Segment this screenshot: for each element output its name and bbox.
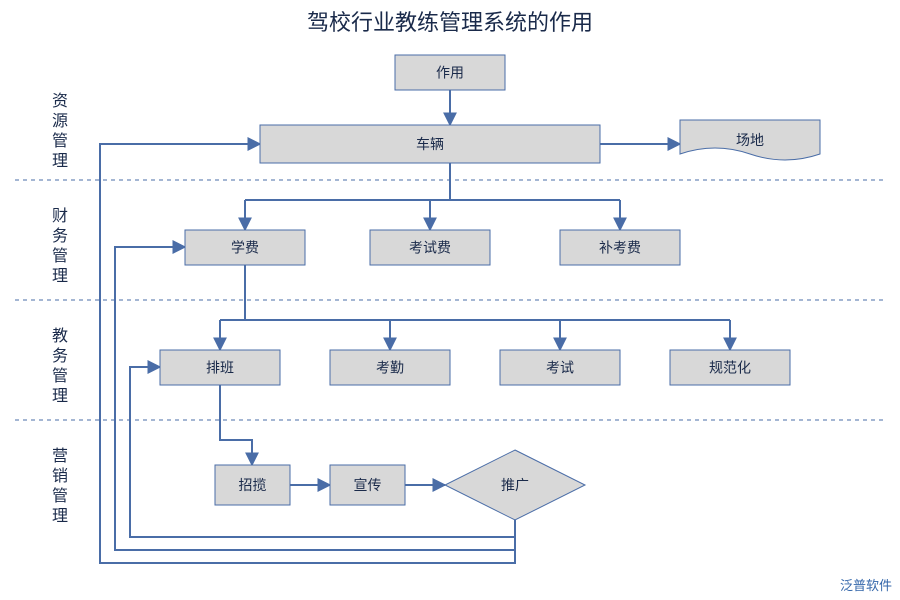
node-label: 场地 — [736, 132, 764, 148]
edge — [115, 247, 515, 550]
section-label: 理 — [52, 508, 68, 525]
section-label: 销 — [52, 467, 68, 485]
watermark-brand: 泛普软件 — [840, 575, 892, 594]
section-label: 管 — [52, 487, 68, 505]
node-label: 车辆 — [416, 136, 444, 152]
node-label: 招揽 — [239, 477, 267, 493]
section-label: 教 — [52, 327, 68, 345]
title: 驾校行业教练管理系统的作用 — [307, 10, 593, 35]
node-label: 规范化 — [709, 360, 751, 376]
node-label: 补考费 — [599, 240, 641, 256]
section-label: 财 — [52, 207, 68, 225]
section-label: 务 — [52, 227, 68, 245]
section-label: 管 — [52, 247, 68, 265]
node-label: 宣传 — [354, 477, 382, 493]
section-label: 理 — [52, 388, 68, 405]
node-label: 作用 — [436, 65, 464, 81]
section-label: 理 — [52, 153, 68, 170]
section-label: 管 — [52, 132, 68, 150]
edge — [130, 367, 515, 537]
node-label: 推广 — [501, 477, 529, 493]
node-label: 考试费 — [409, 240, 451, 256]
section-label: 营 — [52, 447, 68, 465]
node-label: 考试 — [546, 360, 574, 376]
section-label: 资 — [52, 92, 68, 110]
section-label: 管 — [52, 367, 68, 385]
node-label: 学费 — [231, 240, 259, 256]
node-label: 排班 — [206, 360, 234, 376]
node-label: 考勤 — [376, 360, 404, 376]
edge — [220, 385, 252, 465]
section-label: 源 — [52, 112, 68, 130]
section-label: 务 — [52, 347, 68, 365]
section-label: 理 — [52, 268, 68, 285]
